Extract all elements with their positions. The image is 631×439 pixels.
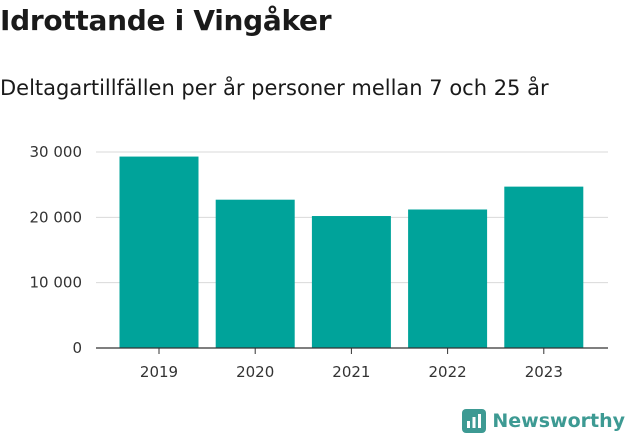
x-tick-label: 2019 <box>140 363 178 381</box>
x-tick-labels: 2019 2020 2021 2022 2023 <box>140 348 563 381</box>
x-tick-label: 2021 <box>332 363 370 381</box>
y-tick-label: 10 000 <box>30 274 83 292</box>
y-tick-labels: 0 10 000 20 000 30 000 <box>30 143 83 357</box>
brand-name: Newsworthy <box>492 410 625 432</box>
bar-2022 <box>408 209 488 348</box>
bar-2021 <box>311 216 391 348</box>
y-tick-label: 0 <box>72 339 82 357</box>
x-tick-label: 2022 <box>429 363 467 381</box>
chart-title: Idrottande i Vingåker <box>0 4 332 37</box>
bar-2020 <box>215 199 295 348</box>
brand-logo: Newsworthy <box>462 409 625 433</box>
y-tick-label: 30 000 <box>30 143 83 161</box>
y-tick-label: 20 000 <box>30 208 83 226</box>
bar-2023 <box>504 186 584 348</box>
bar-2019 <box>119 156 199 348</box>
newsworthy-logo-icon <box>462 409 487 433</box>
x-tick-label: 2023 <box>525 363 563 381</box>
chart-subtitle: Deltagartillfällen per år personer mella… <box>0 76 549 100</box>
x-tick-label: 2020 <box>236 363 274 381</box>
bars <box>119 156 584 348</box>
